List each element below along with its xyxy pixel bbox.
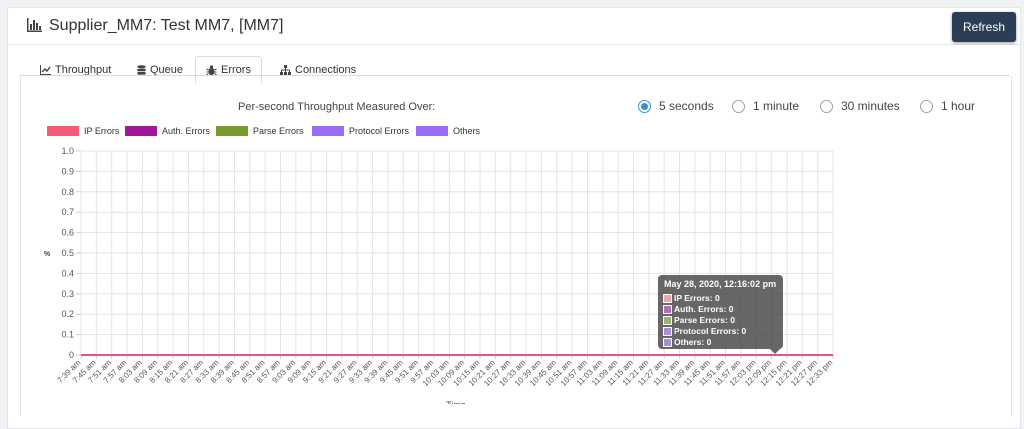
radio-label: 1 hour (941, 99, 976, 113)
legend-protocol-errors[interactable]: Protocol Errors (312, 126, 409, 136)
legend-swatch (312, 126, 344, 136)
tooltip-row: Parse Errors: 0 (663, 315, 735, 325)
legend-auth-errors[interactable]: Auth. Errors (125, 126, 210, 136)
main-panel: Supplier_MM7: Test MM7, [MM7] Refresh (7, 7, 1021, 429)
tooltip-swatch (663, 293, 672, 303)
bug-icon (206, 64, 217, 75)
legend-label: Protocol Errors (349, 126, 410, 136)
legend-swatch (47, 126, 79, 136)
y-tick-label: 0 (69, 350, 74, 360)
radio-label: 1 minute (753, 99, 800, 113)
refresh-button[interactable]: Refresh (952, 12, 1016, 42)
tab-throughput[interactable]: Throughput (40, 57, 111, 83)
bar-chart-icon (27, 18, 42, 32)
tooltip-row: Others: 0 (663, 337, 711, 347)
tooltip-swatch (663, 304, 672, 314)
tab-errors[interactable]: Errors (195, 56, 262, 84)
y-axis-title: % (44, 251, 51, 258)
tooltip-text: Protocol Errors: 0 (674, 326, 747, 336)
tooltip-text: Others: 0 (674, 337, 712, 347)
page-title: Supplier_MM7: Test MM7, [MM7] (49, 17, 284, 34)
radio-dot[interactable] (820, 99, 833, 113)
y-tick-label: 0.7 (61, 207, 74, 217)
tooltip-swatch (663, 315, 672, 325)
radio-dot[interactable] (638, 99, 651, 113)
radio-5-seconds[interactable]: 5 seconds (638, 99, 714, 113)
radio-dot[interactable] (732, 99, 745, 113)
legend-parse-errors[interactable]: Parse Errors (216, 126, 304, 136)
tab-content (20, 76, 1012, 416)
line-chart-icon (40, 65, 51, 75)
tab-connections-label: Connections (295, 64, 357, 76)
legend-label: Parse Errors (253, 126, 304, 136)
radio-label: 5 seconds (659, 99, 714, 113)
tab-queue-label: Queue (150, 64, 184, 76)
tab-errors-label: Errors (221, 64, 251, 76)
radio-1-minute[interactable]: 1 minute (732, 99, 799, 113)
tab-throughput-label: Throughput (55, 64, 112, 76)
y-tick-label: 0.8 (61, 187, 74, 197)
legend-swatch (125, 126, 157, 136)
y-tick-label: 0.4 (61, 268, 74, 278)
legend-label: IP Errors (84, 126, 120, 136)
radio-label: 30 minutes (841, 99, 900, 113)
tab-divider (20, 75, 1010, 76)
radio-dot[interactable] (920, 99, 933, 113)
tooltip-text: IP Errors: 0 (674, 293, 720, 303)
database-icon (137, 65, 146, 75)
sitemap-icon (280, 65, 291, 75)
chart-tooltip: May 28, 2020, 12:16:02 pm IP Errors: 0 A… (658, 275, 783, 354)
tooltip-row: IP Errors: 0 (663, 293, 720, 303)
radio-1-hour[interactable]: 1 hour (920, 99, 975, 113)
tab-connections[interactable]: Connections (280, 57, 356, 83)
legend-others[interactable]: Others (416, 126, 480, 136)
page-header: Supplier_MM7: Test MM7, [MM7] Refresh (8, 8, 1020, 45)
legend-label: Others (453, 126, 481, 136)
tooltip-swatch (663, 337, 672, 347)
tooltip-row: Auth. Errors: 0 (663, 304, 734, 314)
y-tick-label: 1.0 (61, 146, 74, 156)
tooltip-caret (770, 349, 780, 354)
tooltip-title: May 28, 2020, 12:16:02 pm (664, 279, 777, 289)
legend-swatch (416, 126, 448, 136)
errors-chart: 1.00.90.80.70.60.50.40.30.20.107:39 am7:… (44, 146, 835, 404)
y-tick-label: 0.2 (61, 309, 74, 319)
legend-label: Auth. Errors (162, 126, 211, 136)
y-tick-label: 0.9 (61, 166, 74, 176)
tooltip-swatch (663, 326, 672, 336)
tooltip-text: Parse Errors: 0 (674, 315, 735, 325)
y-tick-label: 0.6 (61, 228, 74, 238)
legend-ip-errors[interactable]: IP Errors (47, 126, 119, 136)
tooltip-text: Auth. Errors: 0 (674, 304, 734, 314)
throughput-label: Per-second Throughput Measured Over: (238, 101, 436, 113)
tooltip-row: Protocol Errors: 0 (663, 326, 746, 336)
radio-30-minutes[interactable]: 30 minutes (820, 99, 900, 113)
y-tick-label: 0.5 (61, 248, 74, 258)
tab-queue[interactable]: Queue (137, 57, 183, 83)
y-tick-label: 0.3 (61, 289, 74, 299)
legend-swatch (216, 126, 248, 136)
x-axis-title: Time (446, 400, 466, 404)
y-tick-label: 0.1 (61, 330, 74, 340)
